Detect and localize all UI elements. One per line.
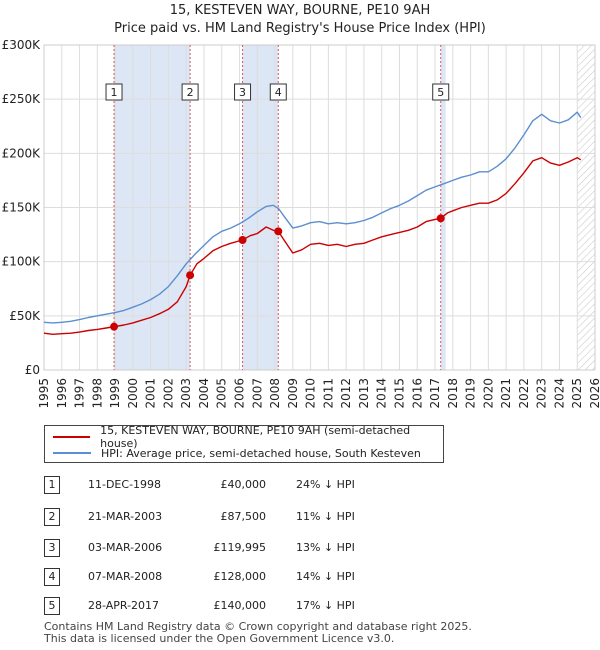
hpi-line — [43, 111, 582, 324]
legend-swatch-property — [53, 436, 91, 438]
x-tick-label: 2011 — [321, 378, 335, 409]
marker-box-2 — [181, 83, 199, 101]
plot-frame — [43, 44, 596, 371]
price-chart: £0 £50K £100K £150K £200K £250K £300K 1995 1996 1… — [2, 38, 600, 409]
y-tick-label: £300K — [2, 38, 42, 52]
x-tick-label: 2024 — [552, 378, 566, 409]
x-tick-label: 2023 — [535, 378, 549, 409]
y-tick-label: £0 — [25, 363, 40, 377]
x-tick-label: 2003 — [179, 378, 193, 409]
transaction-number: 5 — [44, 597, 60, 615]
transaction-hpi: 14% ↓ HPI — [296, 570, 355, 583]
legend: 15, KESTEVEN WAY, BOURNE, PE10 9AH (semi… — [44, 424, 444, 463]
transaction-price: £128,000 — [213, 570, 267, 583]
transaction-hpi: 24% ↓ HPI — [296, 478, 355, 491]
legend-swatch-hpi — [53, 452, 91, 454]
transaction-number: 1 — [44, 476, 60, 494]
sale-point-5 — [436, 214, 445, 223]
legend-label-property: 15, KESTEVEN WAY, BOURNE, PE10 9AH (semi… — [100, 424, 411, 450]
x-tick-label: 2008 — [268, 378, 282, 409]
footer-copyright: Contains HM Land Registry data © Crown c… — [44, 620, 472, 633]
x-tick-label: 2015 — [392, 378, 406, 409]
transaction-hpi: 11% ↓ HPI — [296, 510, 355, 523]
marker-label-3: 3 — [239, 86, 246, 99]
y-tick-label: £150K — [2, 201, 42, 215]
x-tick-label: 2018 — [446, 378, 460, 409]
y-tick-label: £50K — [9, 309, 41, 323]
transaction-hpi: 17% ↓ HPI — [296, 599, 355, 612]
x-tick-label: 2017 — [428, 378, 442, 409]
transaction-date: 07-MAR-2008 — [88, 570, 163, 583]
x-tick-label: 2002 — [161, 378, 175, 409]
sale-point-4 — [274, 227, 283, 236]
x-tick-label: 2022 — [517, 378, 531, 409]
marker-label-1: 1 — [111, 86, 118, 99]
marker-box-1 — [105, 83, 123, 101]
transaction-number: 4 — [44, 568, 60, 586]
transaction-price: £87,500 — [220, 510, 267, 523]
legend-item-hpi: HPI: Average price, semi-detached house,… — [53, 445, 421, 461]
transaction-hpi: 13% ↓ HPI — [296, 541, 355, 554]
marker-label-2: 2 — [187, 86, 194, 99]
chart-title: 15, KESTEVEN WAY, BOURNE, PE10 9AH — [169, 3, 431, 18]
x-tick-label: 2006 — [233, 378, 247, 409]
marker-box-3 — [234, 83, 252, 101]
sale-point-2 — [186, 271, 195, 280]
x-tick-label: 2013 — [357, 378, 371, 409]
property-price-line — [43, 157, 582, 335]
x-tick-label: 2020 — [481, 378, 495, 409]
x-tick-label: 1997 — [73, 378, 87, 409]
x-tick-label: 2016 — [410, 378, 424, 409]
y-tick-label: £200K — [2, 146, 42, 160]
x-tick-label: 1996 — [55, 378, 69, 409]
transaction-number: 3 — [44, 539, 60, 557]
x-tick-label: 2007 — [250, 378, 264, 409]
transaction-price: £140,000 — [213, 599, 267, 612]
x-tick-label: 2025 — [570, 378, 584, 409]
x-tick-label: 2021 — [499, 378, 513, 409]
x-tick-label: 2000 — [126, 378, 140, 409]
x-tick-label: 2010 — [304, 378, 318, 409]
x-tick-label: 1998 — [90, 378, 104, 409]
x-tick-label: 2005 — [215, 378, 229, 409]
marker-label-4: 4 — [275, 86, 282, 99]
legend-label-hpi: HPI: Average price, semi-detached house,… — [101, 446, 421, 460]
x-tick-label: 2019 — [464, 378, 478, 409]
x-tick-label: 2009 — [286, 378, 300, 409]
marker-box-4 — [269, 83, 287, 101]
transaction-date: 21-MAR-2003 — [88, 510, 163, 523]
sale-point-1 — [110, 322, 119, 331]
transaction-date: 03-MAR-2006 — [88, 541, 163, 554]
transaction-price: £119,995 — [213, 541, 267, 554]
y-tick-label: £100K — [2, 255, 42, 269]
x-tick-label: 1999 — [108, 378, 122, 409]
x-tick-label: 2026 — [588, 378, 600, 409]
sale-point-3 — [238, 236, 247, 245]
legend-item-property: 15, KESTEVEN WAY, BOURNE, PE10 9AH (semi… — [53, 424, 443, 450]
footer-license: This data is licensed under the Open Gov… — [44, 632, 395, 645]
x-tick-label: 1995 — [37, 378, 51, 409]
chart-subtitle: Price paid vs. HM Land Registry's House … — [114, 21, 486, 36]
transaction-number: 2 — [44, 508, 60, 526]
transaction-date: 11-DEC-1998 — [88, 478, 162, 491]
transaction-date: 28-APR-2017 — [88, 599, 160, 612]
x-tick-label: 2014 — [375, 378, 389, 409]
x-tick-label: 2001 — [144, 378, 158, 409]
marker-label-5: 5 — [437, 86, 444, 99]
x-tick-label: 2004 — [197, 378, 211, 409]
transaction-price: £40,000 — [220, 478, 267, 491]
x-tick-label: 2012 — [339, 378, 353, 409]
y-tick-label: £250K — [2, 92, 42, 106]
marker-box-5 — [432, 83, 450, 101]
